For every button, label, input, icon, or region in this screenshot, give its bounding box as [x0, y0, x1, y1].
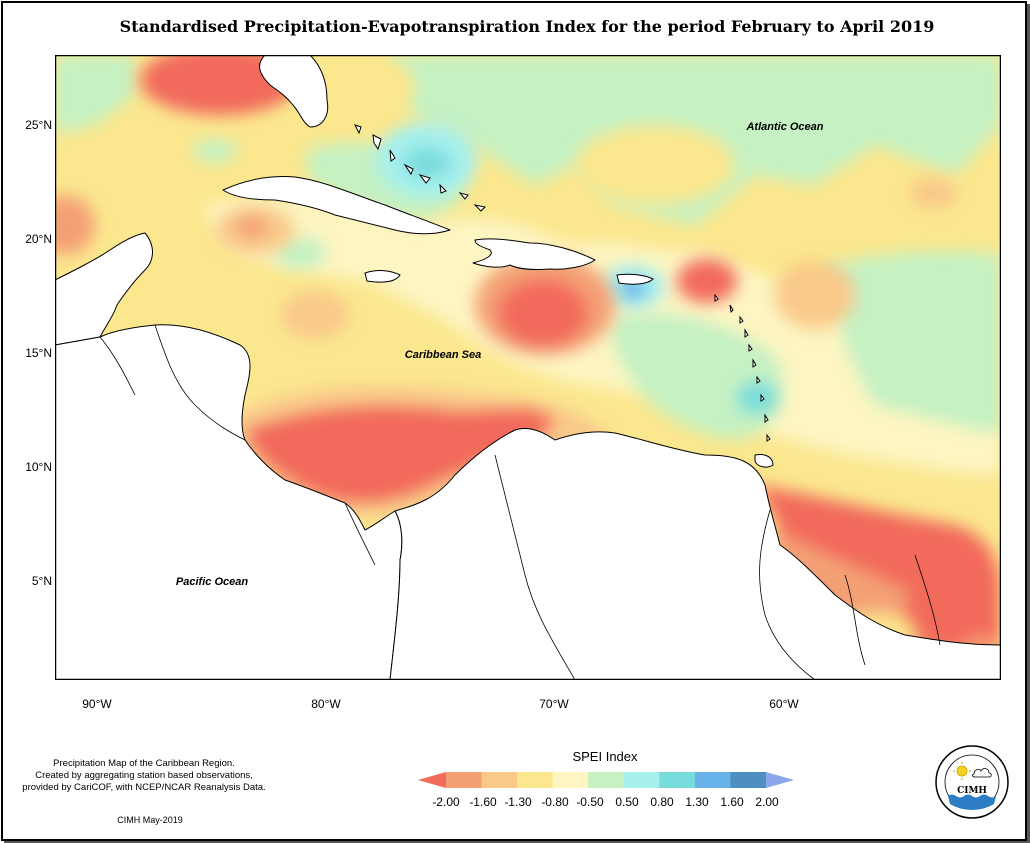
land-yucatan — [55, 232, 153, 346]
legend-swatch — [481, 772, 518, 788]
label-pacific: Pacific Ocean — [176, 576, 248, 588]
legend-swatch — [623, 772, 660, 788]
legend-swatch — [588, 772, 625, 788]
legend-tick: 0.80 — [650, 795, 674, 809]
lat-label-20: 20°N — [25, 232, 52, 246]
land-trinidad — [754, 454, 774, 468]
legend-tick: 0.50 — [615, 795, 639, 809]
credit-line-3: provided by CariCOF, with NCEP/NCAR Rean… — [22, 782, 266, 793]
field-neutral-central — [205, 196, 1001, 475]
dry-sw-caribbean — [245, 405, 555, 504]
legend-swatch — [446, 772, 483, 788]
lon-label-70: 70°W — [539, 697, 569, 711]
legend-tick: -0.50 — [576, 795, 604, 809]
lon-label-60: 60°W — [769, 697, 799, 711]
field-neutral-east — [825, 250, 1001, 435]
wet-west — [274, 237, 326, 269]
credit-text: Precipitation Map of the Caribbean Regio… — [8, 758, 280, 794]
label-atlantic: Atlantic Ocean — [745, 121, 823, 133]
legend-swatch — [552, 772, 589, 788]
cloud-icon — [972, 768, 992, 778]
islands-lesser-antilles — [714, 293, 771, 442]
legend-arrow-low — [418, 772, 446, 788]
label-caribbean: Caribbean Sea — [405, 349, 481, 361]
lon-label-90: 90°W — [82, 697, 112, 711]
legend-arrow-high — [766, 772, 794, 788]
legend-swatch — [517, 772, 554, 788]
lat-label-10: 10°N — [25, 460, 52, 474]
field-neutral-nw — [55, 55, 135, 135]
land-hispaniola — [472, 238, 596, 270]
land-jamaica — [364, 270, 401, 283]
dry-leeward — [677, 259, 737, 303]
dry-hispaniola-inner — [498, 279, 588, 347]
legend-tick: 1.30 — [685, 795, 709, 809]
legend-tick: 1.60 — [720, 795, 744, 809]
land-florida — [259, 55, 329, 128]
field-neutral-antilles — [611, 312, 783, 440]
logo-text: CIMH — [957, 786, 987, 796]
wet-windward — [737, 382, 777, 414]
legend-tick: -1.30 — [504, 795, 532, 809]
border-colombia-venezuela — [494, 454, 576, 680]
land-cuba — [222, 176, 451, 235]
lat-label-5: 5°N — [31, 574, 52, 588]
legend-swatch — [730, 772, 767, 788]
dry-french-guiana — [905, 570, 985, 650]
border-venezuela-guyana — [759, 509, 816, 680]
border-panama — [344, 502, 376, 566]
legend-ticks: -2.00 -1.60 -1.30 -0.80 -0.50 0.50 0.80 … — [0, 795, 1030, 811]
legend-tick: -0.80 — [541, 795, 569, 809]
credit-line-2: Created by aggregating station based obs… — [35, 770, 253, 781]
legend-swatch — [659, 772, 696, 788]
border-guatemala — [99, 336, 136, 396]
lat-label-15: 15°N — [25, 346, 52, 360]
dry-cayman — [236, 215, 268, 239]
legend-swatch — [694, 772, 731, 788]
dry-bermuda-band — [575, 125, 735, 205]
legend-title: SPEI Index — [572, 749, 638, 764]
legend-tick: 2.00 — [755, 795, 779, 809]
credit-line-1: Precipitation Map of the Caribbean Regio… — [53, 758, 235, 769]
waves-icon — [948, 794, 996, 810]
dry-east-atlantic — [775, 261, 855, 329]
border-nicaragua — [194, 404, 246, 441]
credit-date: CIMH May-2019 — [117, 815, 183, 825]
legend-colorbar — [418, 772, 794, 788]
islands-bahamas — [354, 124, 487, 212]
dry-yucatan-strait — [55, 195, 95, 255]
border-guyana-suriname — [844, 574, 866, 666]
sun-icon — [956, 765, 968, 777]
border-honduras — [154, 324, 196, 406]
border-suriname-fguiana — [914, 554, 941, 646]
legend-tick: -2.00 — [432, 795, 460, 809]
legend-tick: -1.60 — [469, 795, 497, 809]
wet-bahamas-inner — [403, 147, 451, 179]
spei-map: Atlantic Ocean Caribbean Sea Pacific Oce… — [55, 55, 1001, 680]
cimh-logo: CIMH — [935, 745, 1009, 819]
land-puerto-rico — [616, 273, 654, 285]
map-title: Standardised Precipitation-Evapotranspir… — [119, 17, 935, 36]
lat-label-25: 25°N — [25, 118, 52, 132]
lon-label-80: 80°W — [311, 697, 341, 711]
plot-border — [55, 55, 1001, 680]
dry-central-sea — [281, 291, 349, 339]
dry-far-east — [909, 177, 957, 209]
wet-mid-atlantic — [193, 139, 237, 163]
